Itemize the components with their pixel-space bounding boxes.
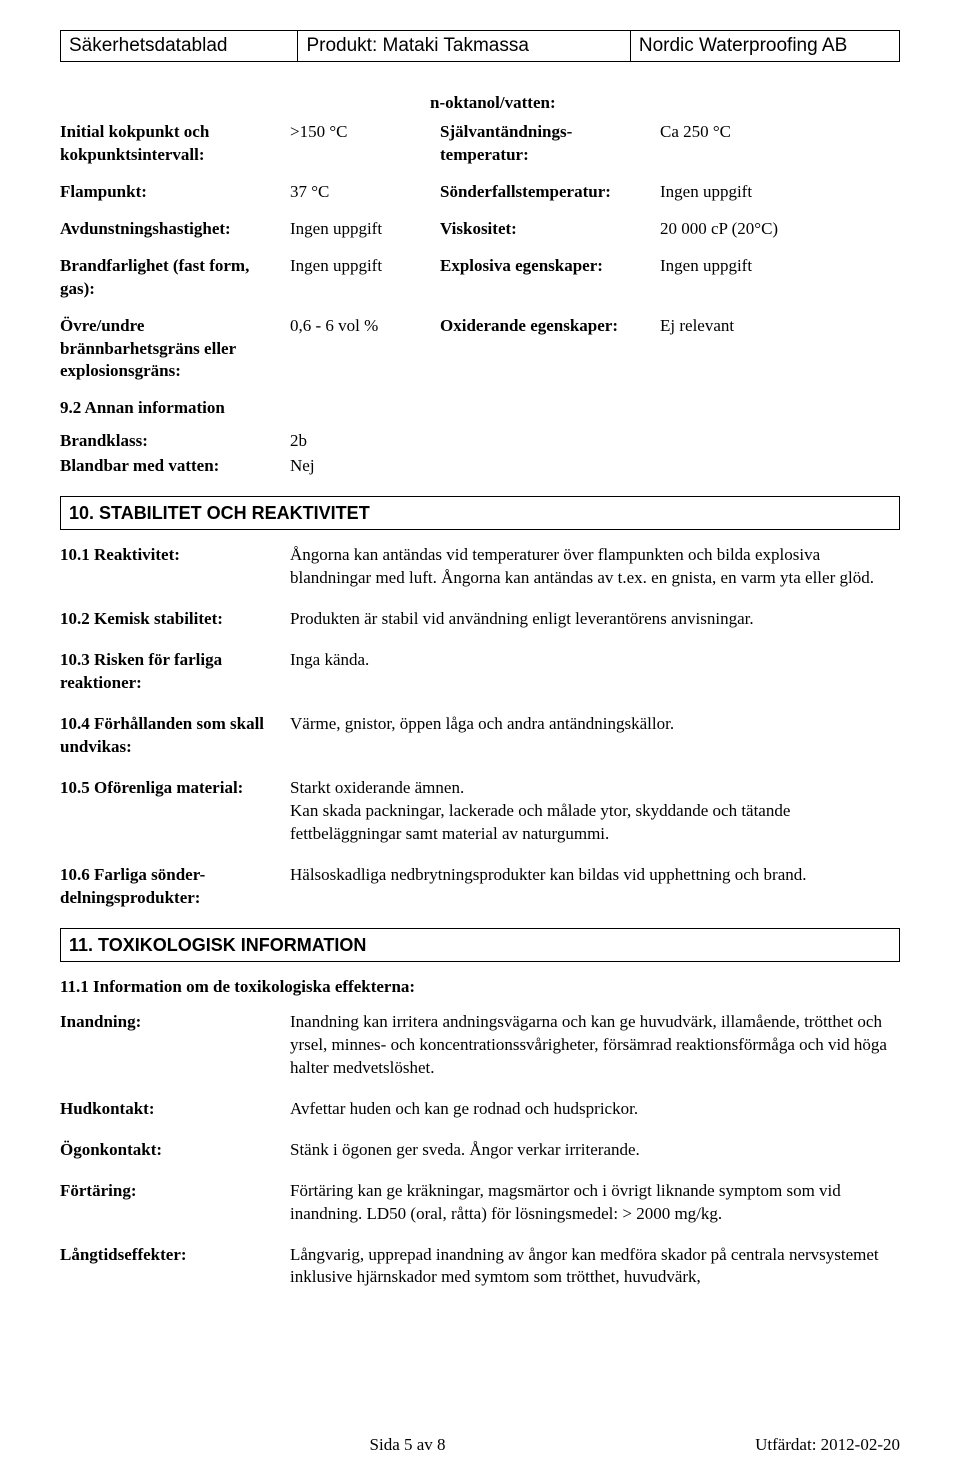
s10-val: Starkt oxiderande ämnen. Kan skada packn… bbox=[290, 777, 900, 846]
page: Säkerhetsdatablad Produkt: Mataki Takmas… bbox=[0, 0, 960, 1475]
section-11-heading: 11. TOXIKOLOGISK INFORMATION bbox=[60, 928, 900, 962]
prop-key: Avdunstningshastighet: bbox=[60, 218, 280, 241]
prop-key: Viskositet: bbox=[440, 218, 650, 241]
prop-key: Sönderfallstemperatur: bbox=[440, 181, 650, 204]
header-doctype: Säkerhetsdatablad bbox=[61, 31, 298, 62]
annan-val: Nej bbox=[290, 455, 900, 478]
s11-val: Avfettar huden och kan ge rodnad och hud… bbox=[290, 1098, 900, 1121]
properties-grid: Initial kokpunkt och kokpunktsintervall:… bbox=[60, 121, 900, 383]
s11-key: Ögonkontakt: bbox=[60, 1139, 280, 1162]
prop-key: Övre/undre brännbarhetsgräns eller explo… bbox=[60, 315, 280, 384]
header-product: Produkt: Mataki Takmassa bbox=[298, 31, 630, 62]
header-table: Säkerhetsdatablad Produkt: Mataki Takmas… bbox=[60, 30, 900, 62]
s10-val: Värme, gnistor, öppen låga och andra ant… bbox=[290, 713, 900, 759]
prop-val: Ingen uppgift bbox=[290, 255, 430, 301]
s11-key: Inandning: bbox=[60, 1011, 280, 1080]
prop-key: Flampunkt: bbox=[60, 181, 280, 204]
s11-val: Långvarig, upprepad inandning av ångor k… bbox=[290, 1244, 900, 1290]
section-11-subheading: 11.1 Information om de toxikologiska eff… bbox=[60, 976, 900, 999]
s11-val: Stänk i ögonen ger sveda. Ångor verkar i… bbox=[290, 1139, 900, 1162]
prop-val: Ingen uppgift bbox=[660, 255, 900, 301]
section-11-grid: Inandning: Inandning kan irritera andnin… bbox=[60, 1011, 900, 1289]
annan-heading: 9.2 Annan information bbox=[60, 397, 900, 420]
section-10-heading: 10. STABILITET OCH REAKTIVITET bbox=[60, 496, 900, 530]
footer-page: Sida 5 av 8 bbox=[370, 1435, 446, 1455]
footer: Sida 5 av 8 Utfärdat: 2012-02-20 bbox=[60, 1435, 900, 1455]
s10-val: Inga kända. bbox=[290, 649, 900, 695]
annan-grid: Brandklass: 2b Blandbar med vatten: Nej bbox=[60, 430, 900, 478]
prop-val: Ej relevant bbox=[660, 315, 900, 384]
prop-key: Explosiva egenskaper: bbox=[440, 255, 650, 301]
s10-val: Hälsoskadliga nedbrytningsprodukter kan … bbox=[290, 864, 900, 910]
prop-val: Ingen uppgift bbox=[660, 181, 900, 204]
s10-key: 10.2 Kemisk stabilitet: bbox=[60, 608, 280, 631]
s10-key: 10.5 Oförenliga material: bbox=[60, 777, 280, 846]
prop-key: Oxiderande egenskaper: bbox=[440, 315, 650, 384]
s11-key: Förtäring: bbox=[60, 1180, 280, 1226]
prop-val: Ingen uppgift bbox=[290, 218, 430, 241]
pre-note: n-oktanol/vatten: bbox=[430, 92, 900, 115]
s11-val: Förtäring kan ge kräkningar, magsmärtor … bbox=[290, 1180, 900, 1226]
prop-val: 20 000 cP (20°C) bbox=[660, 218, 900, 241]
s11-key: Hudkontakt: bbox=[60, 1098, 280, 1121]
s10-key: 10.6 Farliga sönder-delningsprodukter: bbox=[60, 864, 280, 910]
s10-val: Ångorna kan antändas vid temperaturer öv… bbox=[290, 544, 900, 590]
annan-key: Brandklass: bbox=[60, 430, 280, 453]
prop-val: 0,6 - 6 vol % bbox=[290, 315, 430, 384]
s10-key: 10.4 Förhållanden som skall undvikas: bbox=[60, 713, 280, 759]
prop-key: Brandfarlighet (fast form, gas): bbox=[60, 255, 280, 301]
header-company: Nordic Waterproofing AB bbox=[630, 31, 899, 62]
prop-val: 37 °C bbox=[290, 181, 430, 204]
content: n-oktanol/vatten: Initial kokpunkt och k… bbox=[60, 92, 900, 1289]
s10-key: 10.3 Risken för farliga reaktioner: bbox=[60, 649, 280, 695]
s11-key: Långtidseffekter: bbox=[60, 1244, 280, 1290]
annan-val: 2b bbox=[290, 430, 900, 453]
annan-key: Blandbar med vatten: bbox=[60, 455, 280, 478]
section-10-grid: 10.1 Reaktivitet: Ångorna kan antändas v… bbox=[60, 544, 900, 909]
prop-key: Självantändnings-temperatur: bbox=[440, 121, 650, 167]
s10-val: Produkten är stabil vid användning enlig… bbox=[290, 608, 900, 631]
s10-key: 10.1 Reaktivitet: bbox=[60, 544, 280, 590]
s11-val: Inandning kan irritera andningsvägarna o… bbox=[290, 1011, 900, 1080]
prop-val: Ca 250 °C bbox=[660, 121, 900, 167]
prop-key: Initial kokpunkt och kokpunktsintervall: bbox=[60, 121, 280, 167]
prop-val: >150 °C bbox=[290, 121, 430, 167]
footer-issued: Utfärdat: 2012-02-20 bbox=[755, 1435, 900, 1455]
